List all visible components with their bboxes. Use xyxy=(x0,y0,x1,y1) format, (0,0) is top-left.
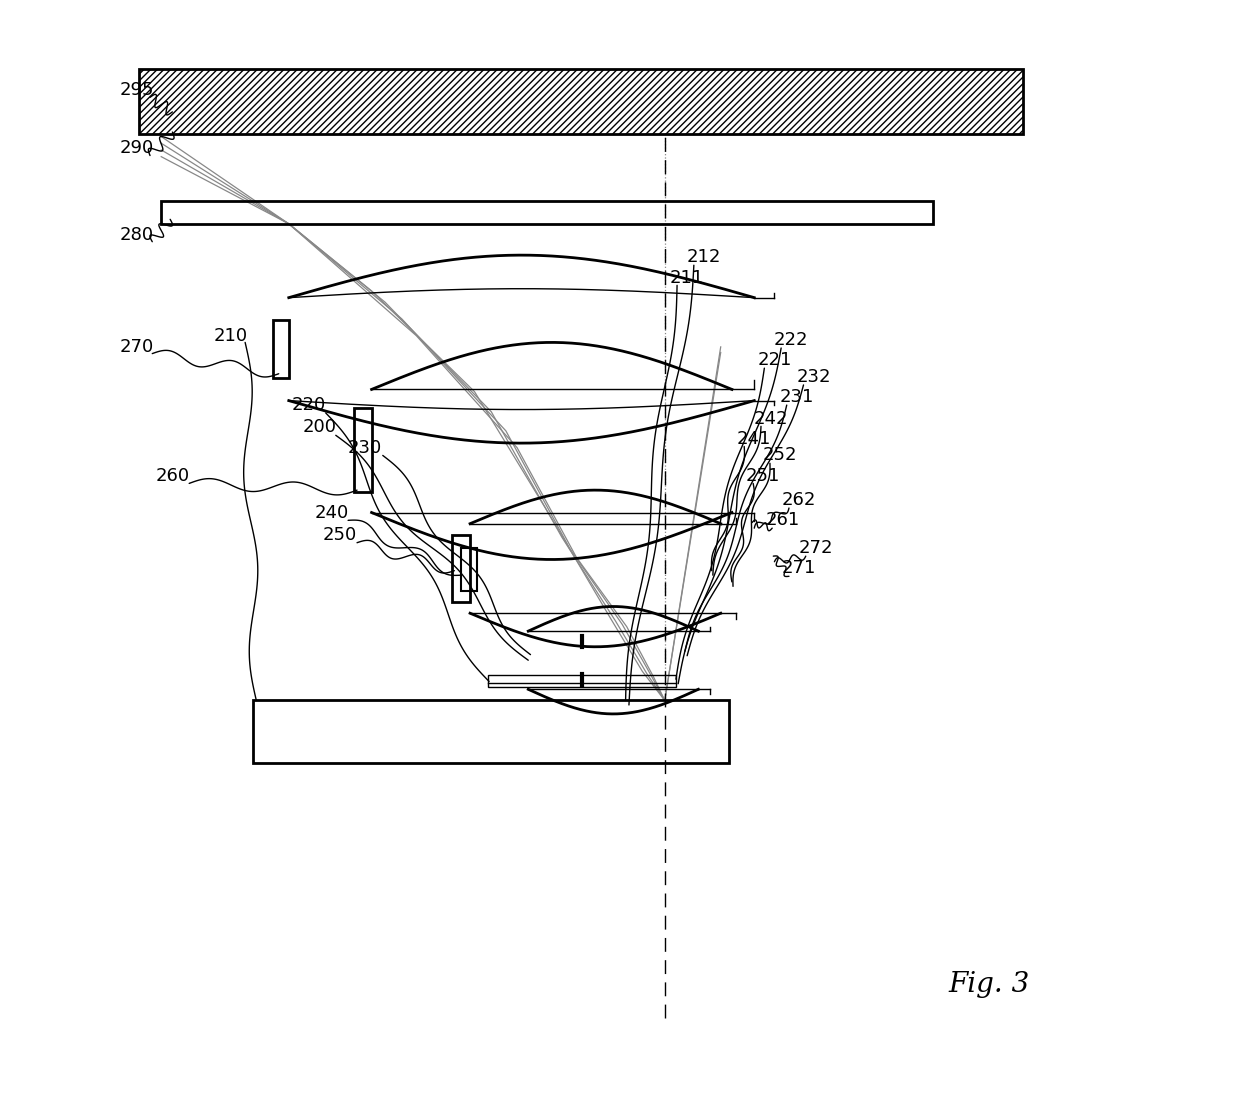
Text: 271: 271 xyxy=(782,560,816,577)
Text: 270: 270 xyxy=(119,338,154,356)
Text: 272: 272 xyxy=(799,539,833,557)
Text: 252: 252 xyxy=(763,446,797,464)
Text: 242: 242 xyxy=(754,410,789,427)
Text: 222: 222 xyxy=(774,331,808,349)
Text: 262: 262 xyxy=(782,491,816,509)
Text: 231: 231 xyxy=(780,388,813,406)
Text: 211: 211 xyxy=(670,269,704,286)
Text: 230: 230 xyxy=(347,439,382,457)
Text: 232: 232 xyxy=(796,368,831,386)
Text: 260: 260 xyxy=(155,467,190,485)
Text: 251: 251 xyxy=(746,467,780,485)
Text: 280: 280 xyxy=(119,226,154,244)
Text: 200: 200 xyxy=(303,419,337,436)
Text: 221: 221 xyxy=(758,351,791,369)
Text: 212: 212 xyxy=(687,248,722,266)
Text: 295: 295 xyxy=(119,81,154,98)
Text: 210: 210 xyxy=(213,327,248,345)
Text: 290: 290 xyxy=(119,139,154,157)
Text: Fig. 3: Fig. 3 xyxy=(949,971,1030,998)
Text: 261: 261 xyxy=(765,511,800,529)
Bar xyxy=(489,675,676,687)
Bar xyxy=(461,548,476,591)
Bar xyxy=(353,408,372,492)
Text: 241: 241 xyxy=(737,430,771,448)
Bar xyxy=(161,201,934,224)
Text: 220: 220 xyxy=(291,396,326,414)
Text: 250: 250 xyxy=(324,526,357,544)
Bar xyxy=(273,320,289,378)
Bar xyxy=(453,535,470,602)
Text: 240: 240 xyxy=(314,504,348,521)
Bar xyxy=(139,69,1023,134)
Bar xyxy=(253,700,729,763)
